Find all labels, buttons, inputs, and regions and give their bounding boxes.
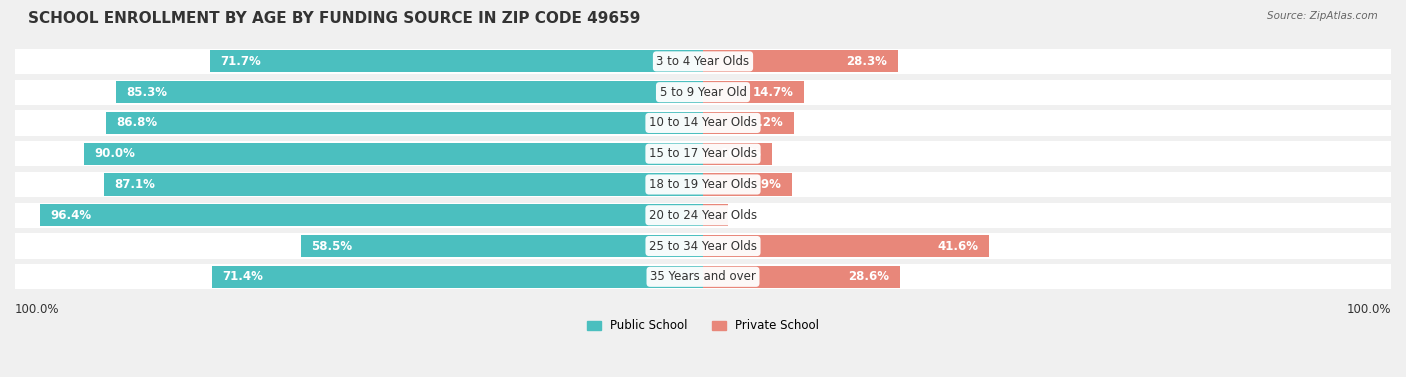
Text: Source: ZipAtlas.com: Source: ZipAtlas.com: [1267, 11, 1378, 21]
Bar: [703, 235, 990, 257]
Text: 58.5%: 58.5%: [311, 239, 352, 253]
Text: 20 to 24 Year Olds: 20 to 24 Year Olds: [650, 209, 756, 222]
Bar: [15, 233, 1391, 259]
Text: 85.3%: 85.3%: [127, 86, 167, 99]
Bar: [15, 110, 1391, 136]
Text: 25 to 34 Year Olds: 25 to 34 Year Olds: [650, 239, 756, 253]
Text: 71.4%: 71.4%: [222, 270, 263, 283]
Text: 10.0%: 10.0%: [721, 147, 762, 160]
Text: 87.1%: 87.1%: [114, 178, 155, 191]
Text: 28.3%: 28.3%: [846, 55, 887, 68]
Bar: [212, 266, 703, 288]
Bar: [84, 143, 703, 165]
Text: 41.6%: 41.6%: [938, 239, 979, 253]
Bar: [301, 235, 703, 257]
Bar: [703, 173, 792, 196]
Text: 14.7%: 14.7%: [754, 86, 794, 99]
Bar: [15, 141, 1391, 166]
Text: 71.7%: 71.7%: [219, 55, 260, 68]
Bar: [703, 112, 794, 134]
Text: 86.8%: 86.8%: [117, 116, 157, 129]
Text: 100.0%: 100.0%: [15, 303, 59, 316]
Text: SCHOOL ENROLLMENT BY AGE BY FUNDING SOURCE IN ZIP CODE 49659: SCHOOL ENROLLMENT BY AGE BY FUNDING SOUR…: [28, 11, 641, 26]
Text: 96.4%: 96.4%: [51, 209, 91, 222]
Bar: [15, 202, 1391, 228]
Bar: [703, 266, 900, 288]
Text: 90.0%: 90.0%: [94, 147, 135, 160]
Bar: [703, 50, 897, 72]
Bar: [15, 172, 1391, 197]
Text: 28.6%: 28.6%: [848, 270, 890, 283]
Text: 100.0%: 100.0%: [1347, 303, 1391, 316]
Bar: [209, 50, 703, 72]
Text: 10 to 14 Year Olds: 10 to 14 Year Olds: [650, 116, 756, 129]
Text: 12.9%: 12.9%: [741, 178, 782, 191]
Text: 18 to 19 Year Olds: 18 to 19 Year Olds: [650, 178, 756, 191]
Bar: [15, 49, 1391, 74]
Text: 5 to 9 Year Old: 5 to 9 Year Old: [659, 86, 747, 99]
Text: 13.2%: 13.2%: [742, 116, 783, 129]
Legend: Public School, Private School: Public School, Private School: [582, 314, 824, 337]
Bar: [105, 112, 703, 134]
Text: 3 to 4 Year Olds: 3 to 4 Year Olds: [657, 55, 749, 68]
Bar: [39, 204, 703, 226]
Bar: [703, 143, 772, 165]
Text: 35 Years and over: 35 Years and over: [650, 270, 756, 283]
Text: 15 to 17 Year Olds: 15 to 17 Year Olds: [650, 147, 756, 160]
Text: 3.6%: 3.6%: [685, 209, 717, 222]
Bar: [703, 204, 728, 226]
Bar: [15, 264, 1391, 290]
Bar: [703, 81, 804, 103]
Bar: [15, 80, 1391, 105]
Bar: [104, 173, 703, 196]
Bar: [117, 81, 703, 103]
